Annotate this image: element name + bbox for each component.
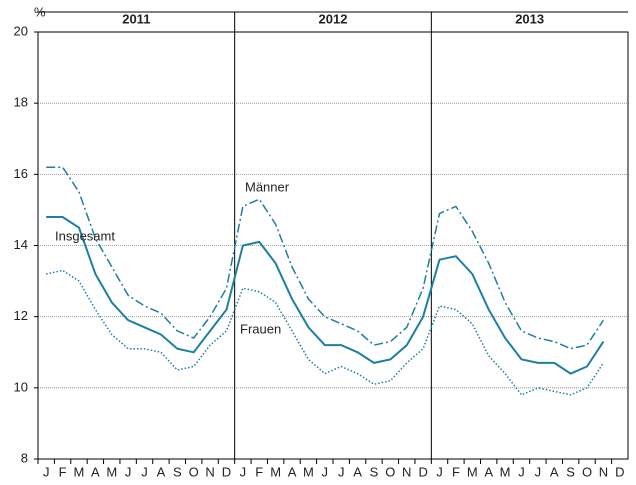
x-tick-label: J [535,464,542,479]
x-tick-label: S [566,464,575,479]
x-tick-label: O [189,464,199,479]
x-tick-label: N [599,464,608,479]
x-tick-label: M [74,464,85,479]
year-label: 2013 [515,11,544,26]
x-tick-label: F [255,464,263,479]
y-tick-label: 14 [14,237,28,252]
x-tick-label: J [436,464,443,479]
x-tick-label: O [385,464,395,479]
x-tick-label: F [452,464,460,479]
x-tick-label: F [59,464,67,479]
series-label: Männer [245,179,290,194]
x-tick-label: J [125,464,132,479]
y-tick-label: 12 [14,308,28,323]
x-tick-label: M [467,464,478,479]
y-tick-label: 16 [14,166,28,181]
y-tick-label: 10 [14,379,28,394]
x-tick-label: M [303,464,314,479]
x-tick-label: A [91,464,100,479]
series-line [46,269,605,396]
series-label: Frauen [240,321,281,336]
x-tick-label: N [402,464,411,479]
x-tick-label: M [106,464,117,479]
x-tick-label: D [418,464,427,479]
x-tick-label: M [500,464,511,479]
x-tick-label: M [270,464,281,479]
year-label: 2011 [122,11,150,26]
x-tick-label: J [518,464,525,479]
y-tick-label: 18 [14,95,28,110]
x-tick-label: J [322,464,329,479]
x-tick-label: A [353,464,362,479]
x-tick-label: S [173,464,182,479]
series-line [46,166,605,350]
x-tick-label: A [484,464,493,479]
x-tick-label: N [205,464,214,479]
y-tick-label: 20 [14,23,28,38]
x-tick-label: J [338,464,345,479]
x-tick-label: A [157,464,166,479]
series-label: Insgesamt [55,228,115,243]
x-tick-label: J [43,464,50,479]
year-label: 2012 [319,11,348,26]
series-line [46,216,605,375]
x-tick-label: A [550,464,559,479]
x-tick-label: S [370,464,379,479]
x-tick-label: D [615,464,624,479]
x-tick-label: O [582,464,592,479]
x-tick-label: D [222,464,231,479]
y-tick-label: 8 [21,450,28,465]
x-tick-label: J [141,464,148,479]
x-tick-label: J [240,464,247,479]
x-tick-label: A [288,464,297,479]
